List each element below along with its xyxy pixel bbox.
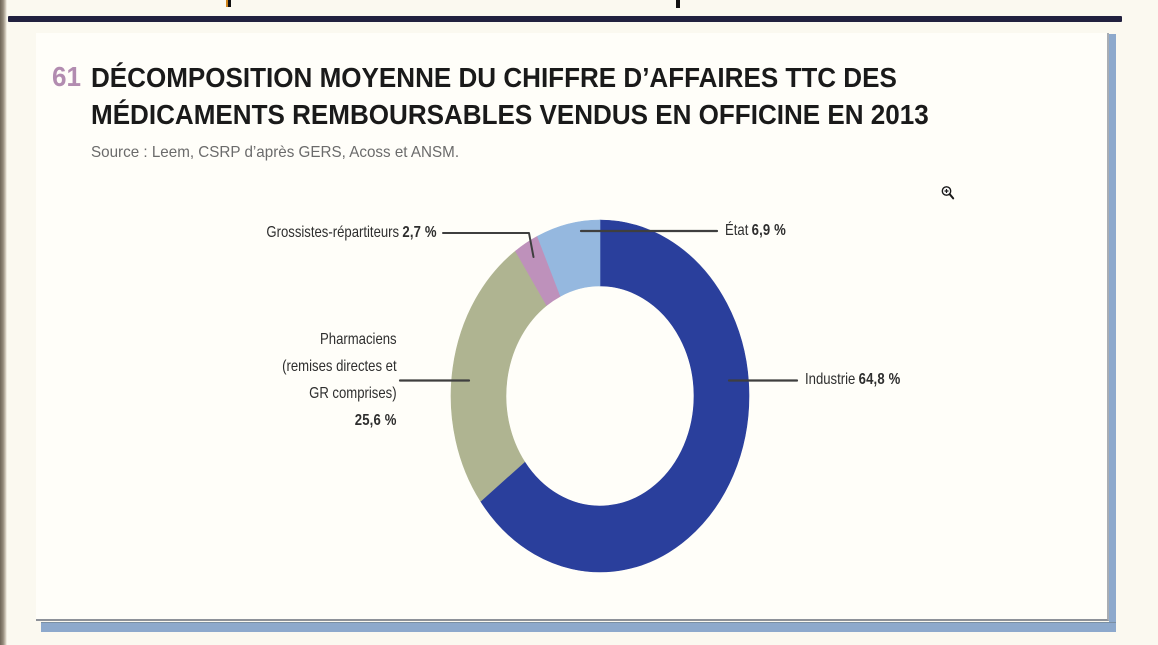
figure-number: 61 <box>52 61 81 92</box>
donut-segment-pharmaciens <box>450 250 548 502</box>
label-grossistes-pct: 2,7 % <box>402 224 437 241</box>
figure-title: DÉCOMPOSITION MOYENNE DU CHIFFRE D’AFFAI… <box>91 59 929 133</box>
top-rule <box>8 16 1122 22</box>
label-industrie: Industrie 64,8 % <box>805 370 900 390</box>
bar-remnant-icon <box>226 0 231 7</box>
label-industrie-name: Industrie <box>805 371 856 388</box>
label-pharmaciens-pct: 25,6 % <box>355 412 397 429</box>
label-pharmaciens-line-3: GR comprises) <box>309 385 397 402</box>
label-pharmaciens-line-2: (remises directes et <box>282 358 397 375</box>
figure-title-line-1: DÉCOMPOSITION MOYENNE DU CHIFFRE D’AFFAI… <box>91 62 897 93</box>
label-pharmaciens: Pharmaciens (remises directes et GR comp… <box>283 326 397 434</box>
leader-line-grossistes <box>442 232 535 258</box>
panel-shadow-bottom <box>41 622 1116 632</box>
label-etat-name: État <box>725 222 749 239</box>
label-grossistes: Grossistes-répartiteurs 2,7 % <box>267 223 437 243</box>
label-grossistes-name: Grossistes-répartiteurs <box>266 224 400 241</box>
figure-source: Source : Leem, CSRP d’après GERS, Acoss … <box>91 144 460 161</box>
label-pharmaciens-line-1: Pharmaciens <box>320 331 397 348</box>
label-etat-pct: 6,9 % <box>751 222 787 239</box>
donut-segments <box>450 219 750 573</box>
donut-segment-industrie <box>480 219 750 573</box>
page-edge-strip <box>0 0 7 645</box>
label-etat: État 6,9 % <box>725 221 786 241</box>
panel-shadow-right <box>1109 34 1116 632</box>
label-industrie-pct: 64,8 % <box>858 371 901 388</box>
donut-segment-etat <box>537 219 601 297</box>
zoom-cursor-icon <box>941 186 955 200</box>
figure-title-line-2: MÉDICAMENTS REMBOURSABLES VENDUS EN OFFI… <box>91 99 929 130</box>
bar-remnant-icon <box>676 0 680 8</box>
